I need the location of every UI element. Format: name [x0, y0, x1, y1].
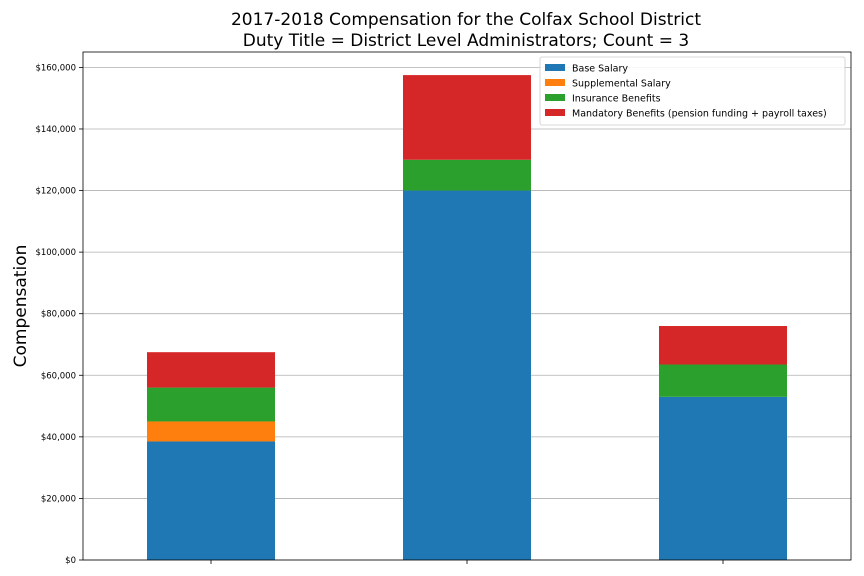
- bar-segment: [147, 441, 275, 560]
- y-tick-label: $80,000: [41, 310, 76, 320]
- legend-swatch: [545, 64, 565, 71]
- y-tick-label: $40,000: [41, 433, 76, 443]
- bar-segment: [403, 159, 531, 191]
- legend-label: Supplemental Salary: [572, 79, 671, 90]
- chart-title-line-1: 2017-2018 Compensation for the Colfax Sc…: [231, 10, 701, 30]
- bar-segment: [659, 396, 787, 560]
- legend: Base Salary Supplemental Salary Insurance …: [539, 56, 846, 126]
- y-tick-label: $20,000: [41, 494, 76, 504]
- bar-segment: [659, 364, 787, 397]
- legend-box: [539, 56, 846, 126]
- bar-segment: [147, 421, 275, 442]
- bar-segment: [659, 326, 787, 365]
- y-tick-label: $60,000: [41, 371, 76, 381]
- y-tick-label: $140,000: [35, 125, 76, 135]
- y-tick-label: $100,000: [35, 248, 76, 258]
- y-tick-label: $120,000: [35, 187, 76, 197]
- y-tick-label: $0: [65, 556, 76, 566]
- y-ticks: $0 $20,000 $40,000 $60,000 $80,000 $100,000 $1…: [35, 63, 724, 566]
- y-axis-label: Compensation: [11, 245, 31, 368]
- legend-label: Insurance Benefits: [572, 94, 661, 105]
- legend-swatch: [545, 79, 565, 86]
- y-tick-label: $160,000: [35, 63, 76, 73]
- bars: [147, 75, 787, 560]
- bar-segment: [147, 387, 275, 422]
- bar-segment: [147, 352, 275, 388]
- legend-label: Mandatory Benefits (pension funding + pa…: [572, 109, 827, 120]
- legend-swatch: [545, 94, 565, 101]
- legend-swatch: [545, 109, 565, 116]
- bar-segment: [403, 75, 531, 160]
- bar-segment: [403, 190, 531, 560]
- chart-title-line-2: Duty Title = District Level Administrato…: [243, 31, 689, 51]
- legend-label: Base Salary: [572, 64, 628, 75]
